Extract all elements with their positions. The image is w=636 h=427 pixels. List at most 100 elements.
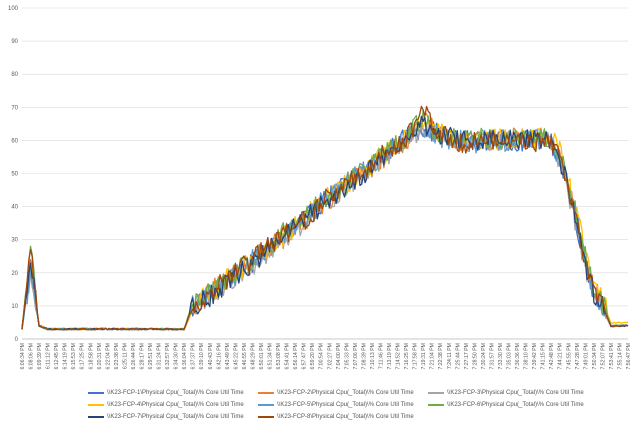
x-tick-label: 7:42:48 PM xyxy=(549,343,555,370)
x-tick-label: 6:51:34 PM xyxy=(268,343,274,370)
legend-swatch xyxy=(258,416,274,418)
x-tick-label: 6:12:45 PM xyxy=(54,343,60,370)
x-tick-label: 6:32:57 PM xyxy=(165,343,171,370)
series-line-8 xyxy=(21,105,628,331)
x-tick-label: 7:41:15 PM xyxy=(541,343,547,370)
y-axis-tick-labels: 0 10 20 30 40 50 60 70 80 90 100 xyxy=(8,6,19,343)
x-tick-label: 6:39:10 PM xyxy=(199,343,205,370)
x-tick-label: 7:16:25 PM xyxy=(404,343,410,370)
x-tick-label: 7:22:38 PM xyxy=(438,343,444,370)
x-tick-label: 7:08:39 PM xyxy=(361,343,367,370)
legend-label: \\K23-FCP-3\Physical Cpu(_Total)\% Core … xyxy=(447,390,584,396)
series-line-4 xyxy=(21,119,629,331)
x-tick-label: 6:17:25 PM xyxy=(80,343,86,370)
x-tick-label: 6:06:34 PM xyxy=(20,343,26,370)
x-tick-label: 7:05:33 PM xyxy=(344,343,350,370)
x-tick-label: 6:26:44 PM xyxy=(131,343,137,370)
x-axis-tick-labels: 6:06:34 PM 6:08:06 PM 6:09:39 PM 6:11:12 PM… xyxy=(20,343,632,370)
x-tick-label: 7:44:21 PM xyxy=(558,343,564,370)
y-tick-label: 90 xyxy=(11,39,18,45)
x-tick-label: 7:24:11 PM xyxy=(447,343,453,369)
x-tick-label: 7:14:52 PM xyxy=(396,343,402,370)
legend-entry-6: \\K23-FCP-6\Physical Cpu(_Total)\% Core … xyxy=(428,402,584,408)
x-tick-label: 6:29:51 PM xyxy=(148,343,154,370)
x-tick-label: 7:38:10 PM xyxy=(524,343,530,370)
x-tick-label: 7:07:06 PM xyxy=(353,343,359,370)
x-tick-label: 7:53:41 PM xyxy=(609,343,615,370)
x-tick-label: 7:30:24 PM xyxy=(481,343,487,370)
x-tick-label: 7:47:28 PM xyxy=(575,343,581,370)
legend-entry-4: \\K23-FCP-4\Physical Cpu(_Total)\% Core … xyxy=(88,402,244,408)
legend-entry-8: \\K23-FCP-8\Physical Cpu(_Total)\% Core … xyxy=(258,414,414,420)
x-tick-label: 7:00:54 PM xyxy=(319,343,325,370)
legend-swatch xyxy=(258,392,274,394)
x-tick-label: 7:39:42 PM xyxy=(532,343,538,370)
legend-label: \\K23-FCP-1\Physical Cpu(_Total)\% Core … xyxy=(107,390,244,396)
x-tick-label: 6:23:38 PM xyxy=(114,343,120,370)
y-tick-label: 40 xyxy=(11,205,18,211)
x-tick-label: 6:57:47 PM xyxy=(302,343,308,370)
y-tick-label: 20 xyxy=(11,271,18,277)
x-tick-label: 6:54:41 PM xyxy=(285,343,291,370)
x-tick-label: 7:36:36 PM xyxy=(515,343,521,370)
x-tick-label: 6:56:14 PM xyxy=(293,343,299,370)
x-tick-label: 7:55:14 PM xyxy=(618,343,624,370)
series-lines xyxy=(21,105,629,331)
x-tick-label: 6:43:49 PM xyxy=(225,343,231,370)
x-tick-label: 6:08:06 PM xyxy=(29,343,35,370)
x-tick-label: 6:22:04 PM xyxy=(105,343,111,370)
y-tick-label: 70 xyxy=(11,105,18,111)
x-tick-label: 6:50:01 PM xyxy=(259,343,265,370)
y-tick-label: 80 xyxy=(11,72,18,78)
x-tick-label: 7:31:57 PM xyxy=(489,343,495,370)
x-tick-label: 7:02:27 PM xyxy=(327,343,333,370)
x-tick-label: 7:56:47 PM xyxy=(626,343,632,370)
x-tick-label: 7:49:01 PM xyxy=(583,343,589,370)
legend-swatch xyxy=(88,416,104,418)
x-tick-label: 6:37:37 PM xyxy=(191,343,197,370)
y-tick-label: 30 xyxy=(11,238,18,244)
legend-entry-2: \\K23-FCP-2\Physical Cpu(_Total)\% Core … xyxy=(258,390,414,396)
legend: \\K23-FCP-1\Physical Cpu(_Total)\% Core … xyxy=(0,386,636,427)
series-line-3 xyxy=(21,122,629,331)
series-line-7 xyxy=(21,115,629,331)
x-tick-label: 6:15:53 PM xyxy=(71,343,77,370)
x-tick-label: 6:31:24 PM xyxy=(157,343,163,370)
x-tick-label: 6:34:30 PM xyxy=(174,343,180,370)
x-tick-label: 6:45:22 PM xyxy=(233,343,239,370)
x-tick-label: 7:35:03 PM xyxy=(507,343,513,370)
legend-label: \\K23-FCP-4\Physical Cpu(_Total)\% Core … xyxy=(107,402,244,408)
x-tick-label: 6:25:11 PM xyxy=(122,343,128,369)
legend-label: \\K23-FCP-7\Physical Cpu(_Total)\% Core … xyxy=(107,414,244,420)
x-tick-label: 7:21:04 PM xyxy=(430,343,436,370)
legend-swatch xyxy=(88,392,104,394)
x-tick-label: 7:11:46 PM xyxy=(379,343,385,369)
x-tick-label: 6:09:39 PM xyxy=(37,343,43,370)
gridlines xyxy=(22,7,628,340)
x-tick-label: 6:20:31 PM xyxy=(97,343,103,370)
legend-entry-7: \\K23-FCP-7\Physical Cpu(_Total)\% Core … xyxy=(88,414,244,420)
x-tick-label: 6:42:16 PM xyxy=(216,343,222,370)
x-tick-label: 6:40:43 PM xyxy=(208,343,214,370)
series-line-2 xyxy=(21,113,629,331)
x-tick-label: 7:28:50 PM xyxy=(472,343,478,370)
y-tick-label: 100 xyxy=(8,6,19,12)
x-tick-label: 6:46:55 PM xyxy=(242,343,248,370)
legend-swatch xyxy=(428,404,444,406)
y-tick-label: 50 xyxy=(11,172,18,178)
x-tick-label: 6:59:20 PM xyxy=(310,343,316,370)
legend-entry-1: \\K23-FCP-1\Physical Cpu(_Total)\% Core … xyxy=(88,390,244,396)
x-tick-label: 7:27:17 PM xyxy=(464,343,470,370)
x-tick-label: 7:50:34 PM xyxy=(592,343,598,370)
x-tick-label: 7:52:07 PM xyxy=(600,343,606,370)
legend-label: \\K23-FCP-5\Physical Cpu(_Total)\% Core … xyxy=(277,402,414,408)
x-tick-label: 6:48:29 PM xyxy=(251,343,257,370)
legend-entry-5: \\K23-FCP-5\Physical Cpu(_Total)\% Core … xyxy=(258,402,414,408)
x-tick-label: 6:53:08 PM xyxy=(276,343,282,370)
legend-label: \\K23-FCP-8\Physical Cpu(_Total)\% Core … xyxy=(277,414,414,420)
x-tick-label: 7:17:58 PM xyxy=(413,343,419,370)
x-tick-label: 7:10:13 PM xyxy=(370,343,376,370)
x-tick-label: 7:04:00 PM xyxy=(336,343,342,370)
legend-swatch xyxy=(88,404,104,406)
